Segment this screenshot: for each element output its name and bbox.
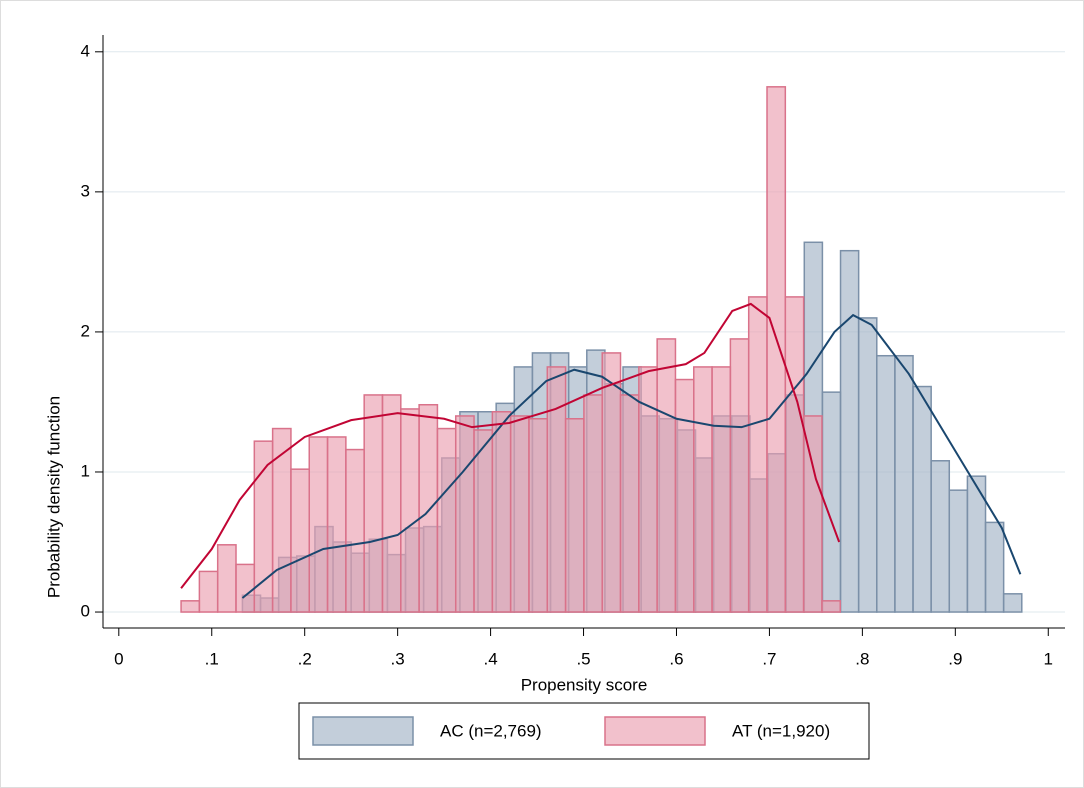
legend-label: AT (n=1,920) [732,721,830,740]
x-tick-label: .7 [762,649,776,668]
histogram-bar [766,86,787,613]
histogram-bar [235,563,256,613]
histogram-bar [894,354,914,613]
x-tick-label: .9 [948,649,962,668]
histogram-bar [546,366,567,613]
histogram-bar [345,448,365,613]
x-tick-label: .2 [298,649,312,668]
x-tick-label: .4 [483,649,497,668]
histogram-bar [216,544,237,613]
y-tick-label: 2 [81,321,90,340]
histogram-bar [948,489,969,613]
y-axis-title: Probability density function [44,396,63,598]
histogram-bar [984,521,1005,613]
histogram-bar [400,408,420,613]
histogram-bar [876,354,896,613]
x-axis-title: Propensity score [521,675,648,694]
histogram-bar [363,394,384,613]
histogram-bar [930,460,951,613]
legend-label: AC (n=2,769) [440,721,542,740]
histogram-bar [564,418,585,613]
y-tick-label: 3 [81,181,90,200]
histogram-bar [747,296,768,613]
histogram-bar [491,411,512,613]
histogram-bar [271,427,292,613]
x-tick-label: 0 [114,649,123,668]
x-tick-label: .6 [669,649,683,668]
x-tick-label: 1 [1044,649,1053,668]
histogram-bar [656,338,677,613]
legend-swatch [604,716,706,746]
histogram-bar [198,570,219,613]
x-tick-label: .1 [205,649,219,668]
histogram-bar [802,415,823,613]
y-tick-label: 4 [81,41,90,60]
y-tick-label: 1 [81,461,90,480]
histogram-bar [784,296,805,613]
histogram-bar [619,394,640,613]
histogram-bar [308,436,329,613]
histogram-bar [1002,593,1023,613]
x-tick-label: .5 [576,649,590,668]
x-tick-label: .3 [391,649,405,668]
histogram-bar [509,415,530,613]
histogram-bar [821,600,842,613]
x-tick-label: .8 [855,649,869,668]
histogram-bar [528,418,549,613]
histogram-bar [436,427,457,613]
density-line [180,302,841,589]
histogram-bar [418,403,439,613]
histogram-bar [473,429,494,613]
histogram-bar [583,394,603,613]
histogram-bar [674,378,695,613]
density-line [241,313,1022,599]
histogram-bar [729,338,750,613]
histogram-bar [454,415,475,613]
histogram-bar [326,436,347,613]
histogram-bar [693,366,713,613]
histogram-bar [601,352,622,613]
histogram-bar [290,468,310,613]
histogram-bar [839,249,860,613]
histogram-bar [711,366,732,613]
histogram-bar [912,385,932,613]
histogram-bar [381,394,402,613]
histogram-bar [180,600,201,613]
legend-swatch [312,716,414,746]
y-tick-label: 0 [81,602,90,621]
histogram-bar [857,317,878,613]
